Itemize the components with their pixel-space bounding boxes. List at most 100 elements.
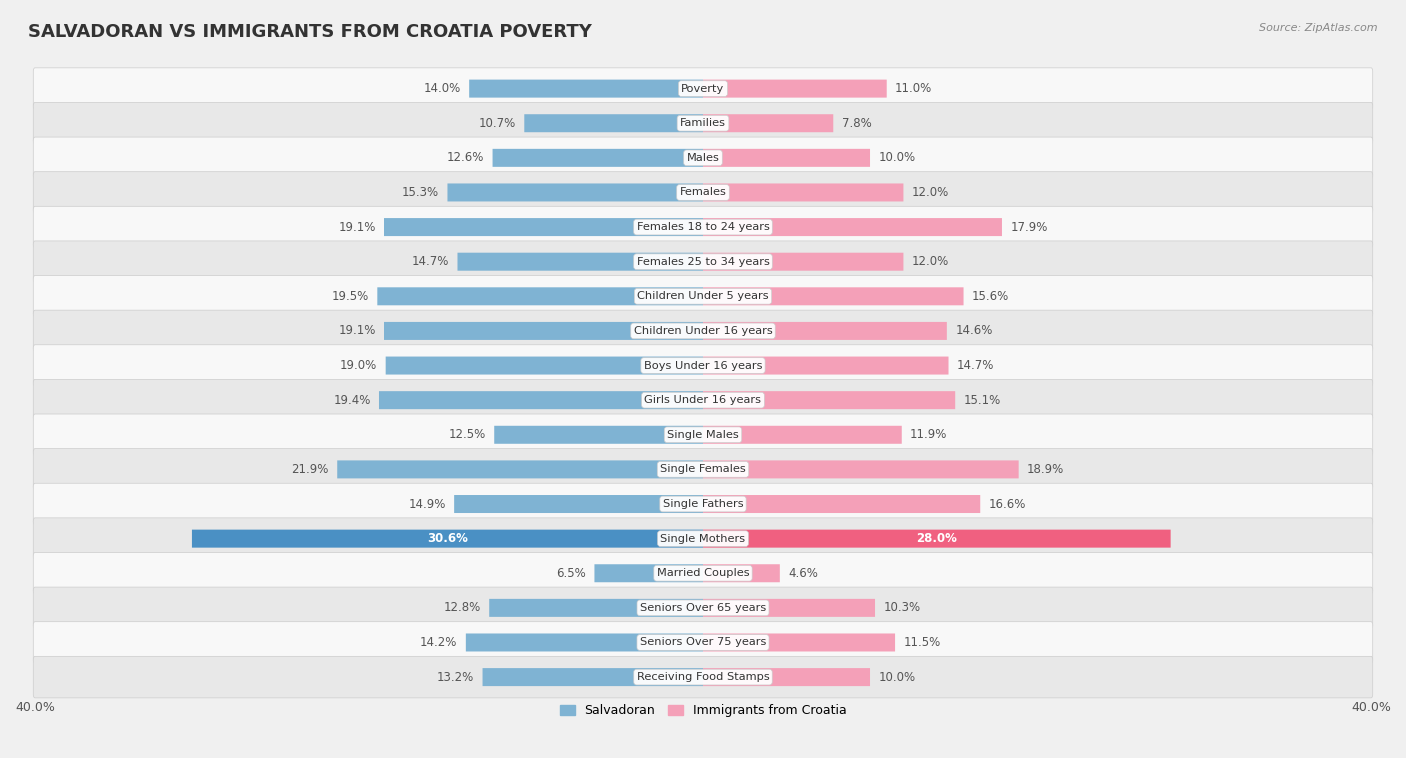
Text: 13.2%: 13.2% bbox=[437, 671, 474, 684]
FancyBboxPatch shape bbox=[34, 102, 1372, 144]
FancyBboxPatch shape bbox=[703, 149, 870, 167]
Text: Females 18 to 24 years: Females 18 to 24 years bbox=[637, 222, 769, 232]
FancyBboxPatch shape bbox=[595, 564, 703, 582]
Text: Girls Under 16 years: Girls Under 16 years bbox=[644, 395, 762, 406]
Text: 10.0%: 10.0% bbox=[879, 152, 915, 164]
FancyBboxPatch shape bbox=[703, 287, 963, 305]
Text: 15.1%: 15.1% bbox=[963, 393, 1001, 406]
FancyBboxPatch shape bbox=[703, 495, 980, 513]
Text: 19.0%: 19.0% bbox=[340, 359, 377, 372]
FancyBboxPatch shape bbox=[454, 495, 703, 513]
Text: 17.9%: 17.9% bbox=[1011, 221, 1047, 233]
FancyBboxPatch shape bbox=[34, 137, 1372, 179]
Text: 14.2%: 14.2% bbox=[420, 636, 457, 649]
Text: 4.6%: 4.6% bbox=[789, 567, 818, 580]
Text: Seniors Over 65 years: Seniors Over 65 years bbox=[640, 603, 766, 613]
FancyBboxPatch shape bbox=[34, 622, 1372, 663]
FancyBboxPatch shape bbox=[34, 310, 1372, 352]
Text: 30.6%: 30.6% bbox=[427, 532, 468, 545]
Text: 18.9%: 18.9% bbox=[1026, 463, 1064, 476]
FancyBboxPatch shape bbox=[703, 356, 949, 374]
FancyBboxPatch shape bbox=[34, 345, 1372, 387]
Text: 6.5%: 6.5% bbox=[557, 567, 586, 580]
Text: 12.0%: 12.0% bbox=[911, 186, 949, 199]
FancyBboxPatch shape bbox=[703, 426, 901, 443]
FancyBboxPatch shape bbox=[384, 322, 703, 340]
FancyBboxPatch shape bbox=[489, 599, 703, 617]
FancyBboxPatch shape bbox=[34, 553, 1372, 594]
FancyBboxPatch shape bbox=[703, 183, 904, 202]
Text: Families: Families bbox=[681, 118, 725, 128]
Text: 12.8%: 12.8% bbox=[444, 601, 481, 615]
FancyBboxPatch shape bbox=[703, 391, 955, 409]
Text: Single Mothers: Single Mothers bbox=[661, 534, 745, 543]
FancyBboxPatch shape bbox=[34, 518, 1372, 559]
Text: 28.0%: 28.0% bbox=[917, 532, 957, 545]
FancyBboxPatch shape bbox=[524, 114, 703, 132]
FancyBboxPatch shape bbox=[34, 241, 1372, 283]
Text: 14.0%: 14.0% bbox=[423, 82, 461, 95]
FancyBboxPatch shape bbox=[492, 149, 703, 167]
FancyBboxPatch shape bbox=[447, 183, 703, 202]
Text: 11.0%: 11.0% bbox=[896, 82, 932, 95]
FancyBboxPatch shape bbox=[385, 356, 703, 374]
FancyBboxPatch shape bbox=[703, 530, 1171, 547]
FancyBboxPatch shape bbox=[703, 564, 780, 582]
Text: 7.8%: 7.8% bbox=[842, 117, 872, 130]
Text: Receiving Food Stamps: Receiving Food Stamps bbox=[637, 672, 769, 682]
FancyBboxPatch shape bbox=[34, 449, 1372, 490]
Text: 19.4%: 19.4% bbox=[333, 393, 371, 406]
Text: Single Males: Single Males bbox=[666, 430, 740, 440]
FancyBboxPatch shape bbox=[34, 380, 1372, 421]
Text: 19.1%: 19.1% bbox=[339, 221, 375, 233]
FancyBboxPatch shape bbox=[377, 287, 703, 305]
Text: Poverty: Poverty bbox=[682, 83, 724, 93]
Text: Single Fathers: Single Fathers bbox=[662, 499, 744, 509]
Text: Males: Males bbox=[686, 153, 720, 163]
FancyBboxPatch shape bbox=[495, 426, 703, 443]
FancyBboxPatch shape bbox=[470, 80, 703, 98]
FancyBboxPatch shape bbox=[703, 218, 1002, 236]
FancyBboxPatch shape bbox=[34, 276, 1372, 317]
Text: 12.0%: 12.0% bbox=[911, 255, 949, 268]
FancyBboxPatch shape bbox=[703, 634, 896, 651]
Text: Females 25 to 34 years: Females 25 to 34 years bbox=[637, 257, 769, 267]
FancyBboxPatch shape bbox=[482, 668, 703, 686]
FancyBboxPatch shape bbox=[34, 656, 1372, 698]
FancyBboxPatch shape bbox=[703, 322, 946, 340]
Text: SALVADORAN VS IMMIGRANTS FROM CROATIA POVERTY: SALVADORAN VS IMMIGRANTS FROM CROATIA PO… bbox=[28, 23, 592, 41]
Text: 12.6%: 12.6% bbox=[447, 152, 484, 164]
Text: 14.6%: 14.6% bbox=[955, 324, 993, 337]
Text: 10.0%: 10.0% bbox=[879, 671, 915, 684]
FancyBboxPatch shape bbox=[703, 252, 904, 271]
FancyBboxPatch shape bbox=[465, 634, 703, 651]
FancyBboxPatch shape bbox=[384, 218, 703, 236]
Text: Children Under 5 years: Children Under 5 years bbox=[637, 291, 769, 302]
Text: 14.7%: 14.7% bbox=[412, 255, 449, 268]
FancyBboxPatch shape bbox=[34, 67, 1372, 109]
Text: 19.5%: 19.5% bbox=[332, 290, 368, 302]
Text: 14.7%: 14.7% bbox=[957, 359, 994, 372]
FancyBboxPatch shape bbox=[34, 484, 1372, 525]
FancyBboxPatch shape bbox=[703, 114, 834, 132]
Text: 11.5%: 11.5% bbox=[904, 636, 941, 649]
FancyBboxPatch shape bbox=[34, 206, 1372, 248]
FancyBboxPatch shape bbox=[703, 599, 875, 617]
Text: 14.9%: 14.9% bbox=[408, 497, 446, 511]
Legend: Salvadoran, Immigrants from Croatia: Salvadoran, Immigrants from Croatia bbox=[554, 700, 852, 722]
FancyBboxPatch shape bbox=[457, 252, 703, 271]
Text: Children Under 16 years: Children Under 16 years bbox=[634, 326, 772, 336]
Text: Boys Under 16 years: Boys Under 16 years bbox=[644, 361, 762, 371]
Text: Source: ZipAtlas.com: Source: ZipAtlas.com bbox=[1260, 23, 1378, 33]
Text: 21.9%: 21.9% bbox=[291, 463, 329, 476]
Text: 15.6%: 15.6% bbox=[972, 290, 1010, 302]
FancyBboxPatch shape bbox=[703, 668, 870, 686]
FancyBboxPatch shape bbox=[380, 391, 703, 409]
FancyBboxPatch shape bbox=[34, 172, 1372, 213]
Text: Single Females: Single Females bbox=[661, 465, 745, 475]
FancyBboxPatch shape bbox=[337, 460, 703, 478]
Text: 15.3%: 15.3% bbox=[402, 186, 439, 199]
FancyBboxPatch shape bbox=[703, 460, 1019, 478]
FancyBboxPatch shape bbox=[193, 530, 703, 547]
FancyBboxPatch shape bbox=[34, 414, 1372, 456]
